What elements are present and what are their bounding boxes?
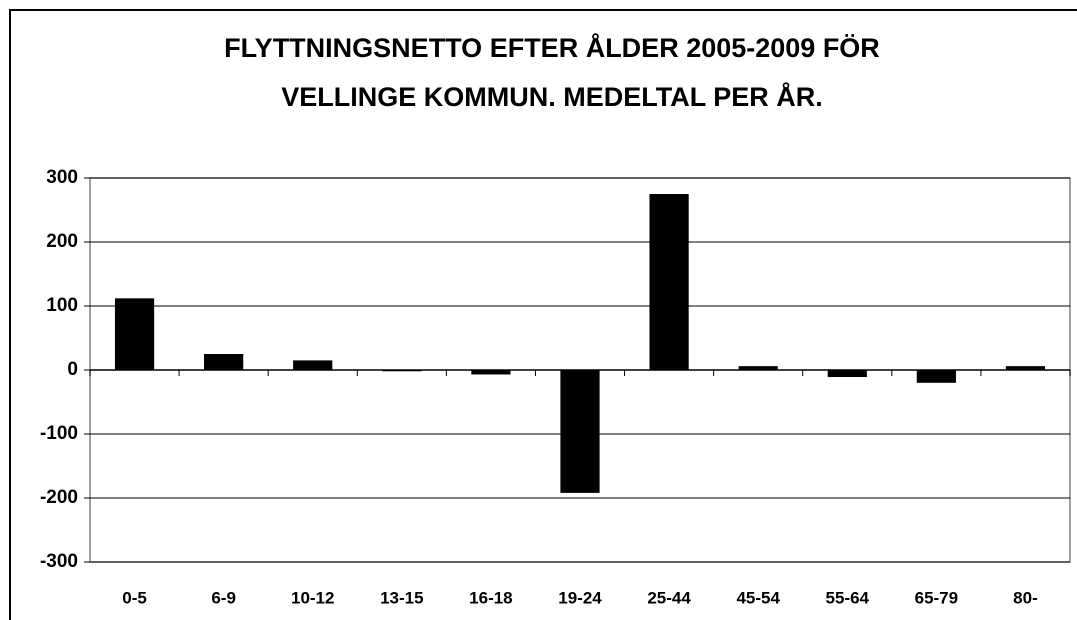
x-tick-label: 13-15 (380, 588, 423, 607)
x-tick-label: 10-12 (291, 588, 334, 607)
x-tick-label: 55-64 (826, 588, 870, 607)
chart-frame (9, 9, 1077, 620)
bar (738, 366, 778, 370)
x-tick-label: 65-79 (915, 588, 958, 607)
y-tick-label: 300 (46, 167, 78, 188)
x-tick-label: 25-44 (647, 588, 691, 607)
bar (471, 370, 511, 375)
bar (293, 360, 333, 370)
bar (560, 370, 600, 493)
bar (649, 194, 689, 370)
x-tick-label: 0-5 (122, 588, 147, 607)
x-tick-label: 16-18 (469, 588, 512, 607)
y-tick-label: 200 (46, 231, 78, 252)
x-tick-label: 6-9 (211, 588, 236, 607)
bar (916, 370, 956, 383)
y-tick-label: 0 (67, 359, 78, 380)
x-tick-label: 19-24 (558, 588, 602, 607)
x-tick-label: 80- (1013, 588, 1038, 607)
bar (382, 370, 422, 372)
bar (827, 370, 867, 378)
y-tick-label: -300 (40, 551, 78, 572)
x-tick-label: 45-54 (736, 588, 780, 607)
chart-title: VELLINGE KOMMUN. MEDELTAL PER ÅR. (281, 81, 823, 112)
y-tick-label: -200 (40, 487, 78, 508)
bar (114, 298, 155, 370)
bar (204, 354, 244, 370)
y-tick-label: 100 (46, 295, 78, 316)
y-tick-label: -100 (40, 423, 78, 444)
chart-title: FLYTTNINGSNETTO EFTER ÅLDER 2005-2009 FÖ… (224, 32, 880, 63)
bar (1005, 366, 1046, 370)
